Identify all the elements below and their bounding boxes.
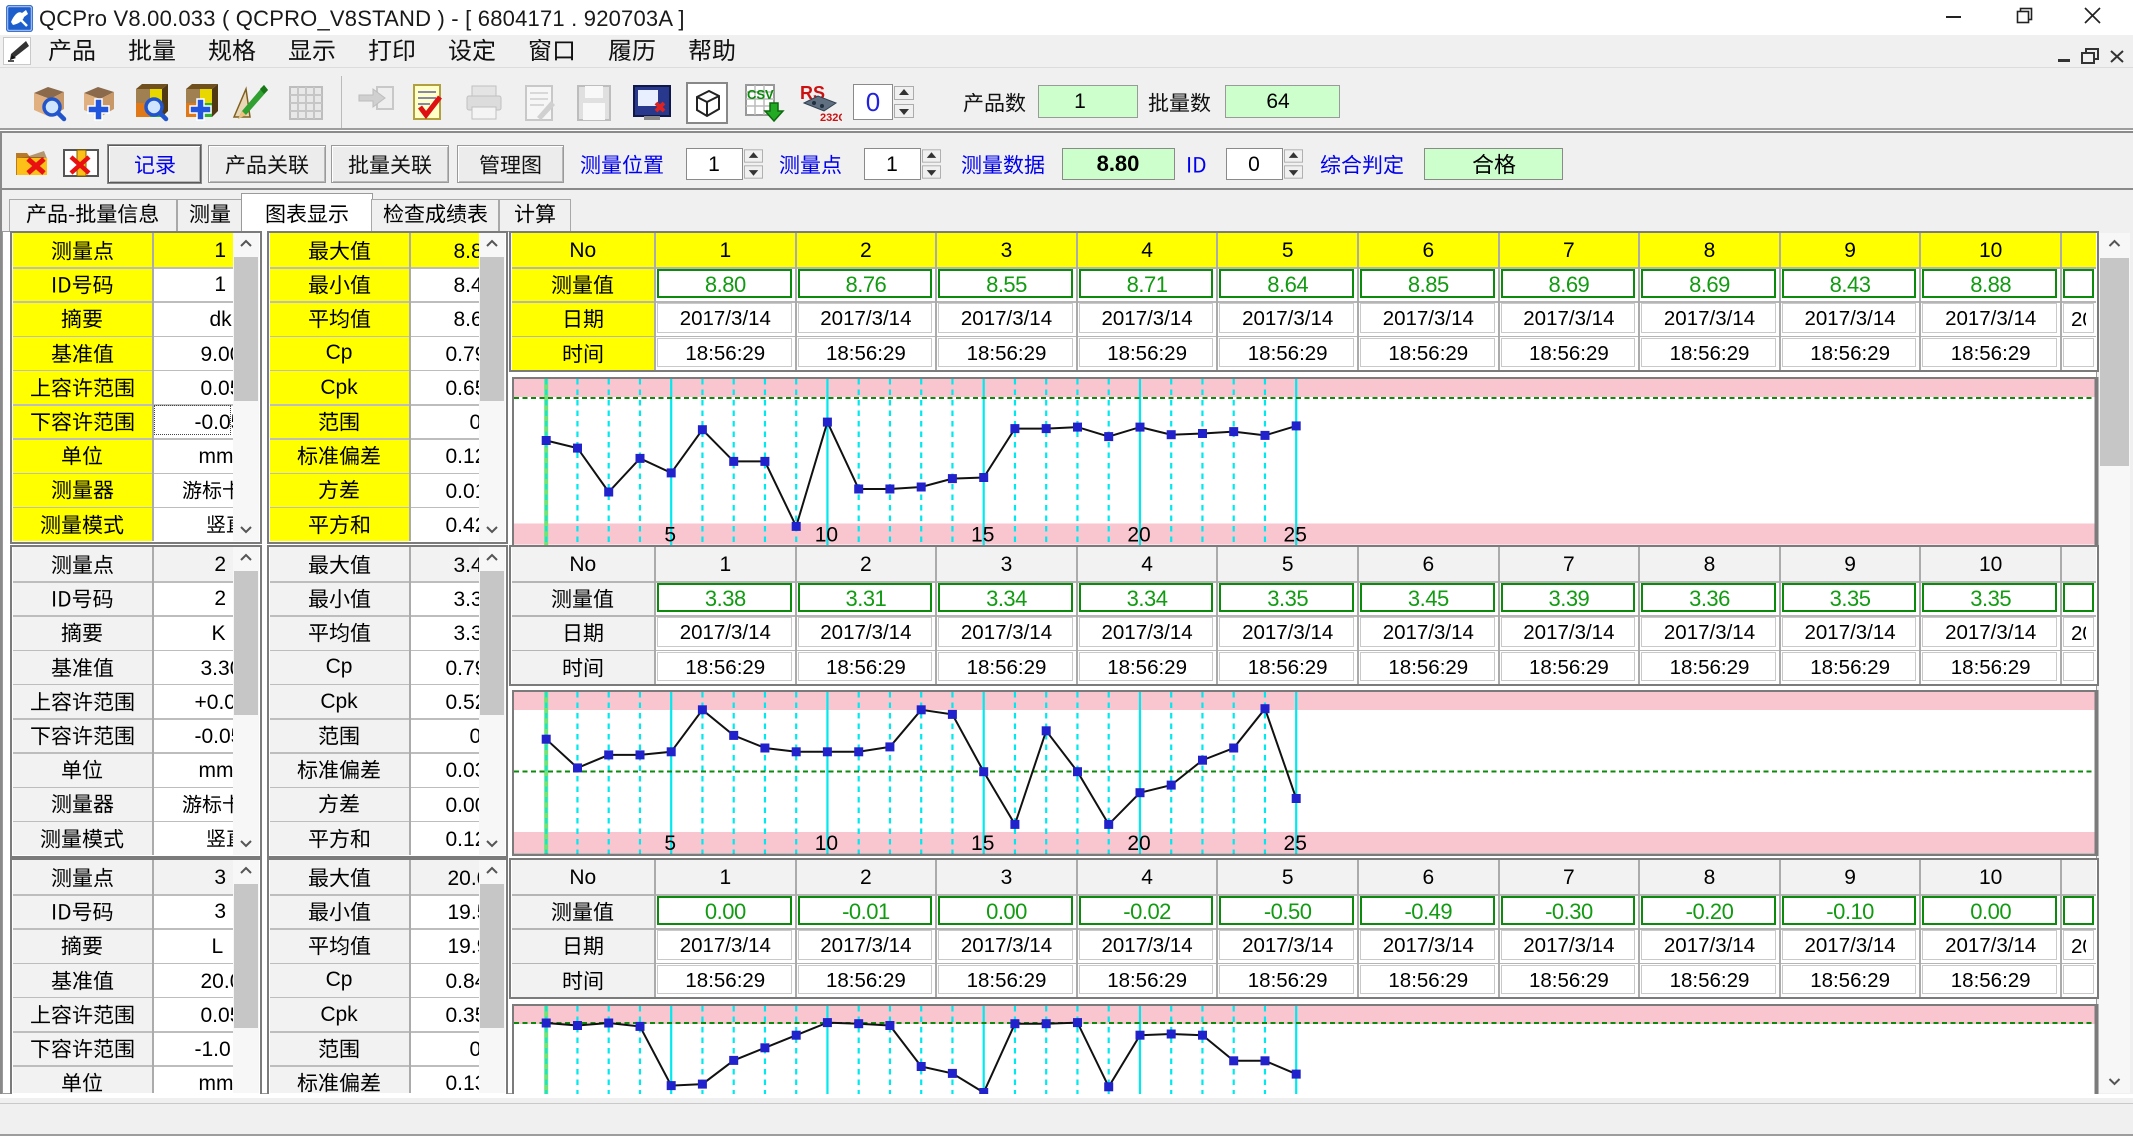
svg-text:232C: 232C: [820, 112, 842, 124]
svg-text:25: 25: [1284, 832, 1307, 855]
svg-text:20: 20: [1127, 523, 1150, 546]
svg-text:15: 15: [971, 832, 994, 855]
svg-text:20: 20: [1127, 832, 1150, 855]
svg-text:10: 10: [815, 523, 838, 546]
svg-text:CSV: CSV: [747, 87, 774, 102]
svg-text:15: 15: [971, 523, 994, 546]
svg-text:25: 25: [1284, 523, 1307, 546]
svg-text:5: 5: [664, 832, 676, 855]
svg-text:5: 5: [664, 523, 676, 546]
svg-text:10: 10: [815, 832, 838, 855]
